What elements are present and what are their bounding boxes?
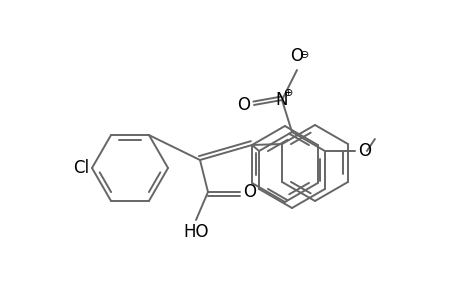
Text: HO: HO [183, 223, 208, 241]
Text: Cl: Cl [73, 159, 89, 177]
Text: ⊖: ⊖ [300, 50, 309, 60]
Text: ⊕: ⊕ [284, 88, 293, 98]
Text: O: O [357, 142, 370, 160]
Text: O: O [236, 96, 249, 114]
Text: O: O [290, 47, 303, 65]
Text: O: O [242, 183, 256, 201]
Text: N: N [275, 91, 288, 109]
